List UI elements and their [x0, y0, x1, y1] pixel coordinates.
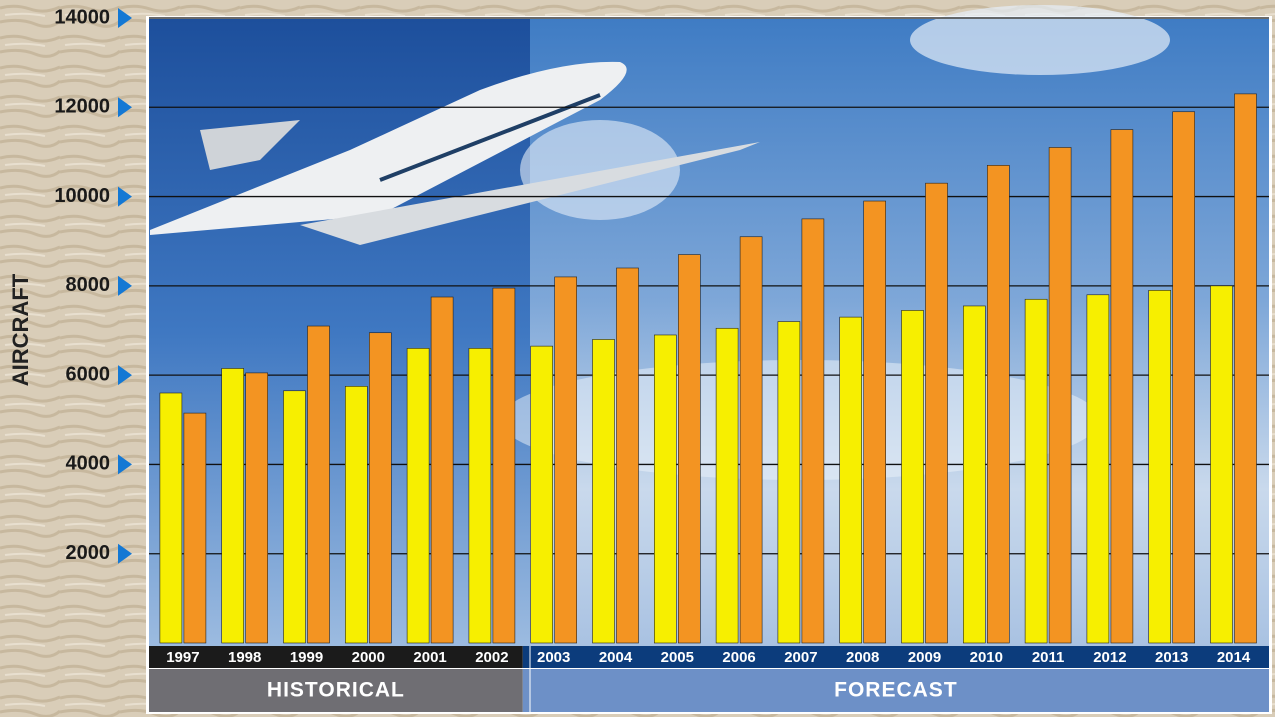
- x-tick-label: 2010: [970, 649, 1003, 666]
- bar: [1148, 290, 1171, 644]
- bar: [1086, 294, 1110, 644]
- bar: [901, 310, 924, 644]
- bar: [530, 345, 554, 644]
- bar: [1110, 129, 1134, 644]
- bar: [801, 218, 825, 644]
- bar: [492, 287, 516, 644]
- category-band: [522, 646, 1269, 668]
- bar: [245, 372, 268, 644]
- period-band: [522, 669, 1269, 712]
- x-tick-label: 2005: [661, 649, 694, 666]
- bar: [986, 165, 1010, 644]
- period-label: FORECAST: [834, 679, 958, 702]
- bar: [925, 182, 948, 644]
- period-label: HISTORICAL: [267, 679, 405, 702]
- plane-illustration: [150, 61, 760, 245]
- x-tick-label: 1999: [290, 649, 323, 666]
- x-tick-label: 2011: [1032, 649, 1065, 666]
- x-tick-label: 2002: [475, 649, 508, 666]
- bar: [739, 236, 763, 644]
- bar: [183, 412, 207, 644]
- bar: [1048, 147, 1072, 644]
- bar: [616, 267, 639, 644]
- tick-arrow: [118, 275, 132, 296]
- bar: [839, 316, 863, 644]
- tick-arrow: [118, 186, 132, 207]
- tick-arrow: [118, 8, 132, 28]
- x-tick-label: 2000: [352, 649, 385, 666]
- x-tick-label: 2001: [413, 649, 446, 666]
- bar: [653, 334, 677, 644]
- bar: [406, 348, 430, 644]
- bar: [368, 332, 392, 644]
- bar: [307, 325, 330, 644]
- x-tick-label: 2013: [1155, 649, 1188, 666]
- y-tick-label: 6000: [66, 363, 111, 385]
- y-tick-label: 4000: [66, 453, 111, 475]
- tick-arrow: [118, 543, 132, 564]
- x-tick-label: 2006: [722, 649, 755, 666]
- bar: [677, 254, 701, 644]
- bar: [1024, 298, 1048, 644]
- y-axis-title: AIRCRAFT: [8, 273, 33, 386]
- bar: [777, 321, 801, 644]
- bar: [863, 200, 887, 644]
- y-tick-label: 14000: [54, 6, 110, 28]
- y-tick-label: 12000: [54, 96, 110, 118]
- sky-forecast: [530, 19, 1269, 646]
- tick-arrow: [118, 454, 132, 475]
- bar: [554, 276, 578, 644]
- bar: [1210, 285, 1233, 644]
- bar: [283, 390, 306, 644]
- y-tick-label: 10000: [54, 185, 110, 207]
- bar: [468, 348, 492, 644]
- bar: [1234, 93, 1257, 644]
- tick-arrow: [118, 97, 132, 118]
- x-tick-label: 2007: [784, 649, 817, 666]
- bar: [344, 386, 368, 644]
- cloud: [910, 5, 1170, 75]
- x-tick-label: 2003: [537, 649, 570, 666]
- tick-arrow: [118, 365, 132, 386]
- x-tick-label: 2009: [908, 649, 941, 666]
- x-tick-label: 1997: [166, 649, 199, 666]
- x-tick-label: 2014: [1217, 649, 1251, 666]
- x-tick-label: 1998: [228, 649, 261, 666]
- x-tick-label: 2012: [1093, 649, 1126, 666]
- x-tick-label: 2008: [846, 649, 879, 666]
- y-tick-label: 8000: [66, 274, 111, 296]
- bar: [962, 305, 986, 644]
- category-band: [149, 646, 523, 668]
- bar: [430, 296, 454, 644]
- bar: [592, 339, 615, 644]
- x-tick-label: 2004: [599, 649, 633, 666]
- bar: [715, 327, 739, 644]
- bar: [221, 368, 244, 644]
- period-band: [149, 669, 523, 712]
- y-tick-label: 2000: [66, 542, 111, 564]
- bar: [159, 392, 183, 644]
- bar: [1172, 111, 1195, 644]
